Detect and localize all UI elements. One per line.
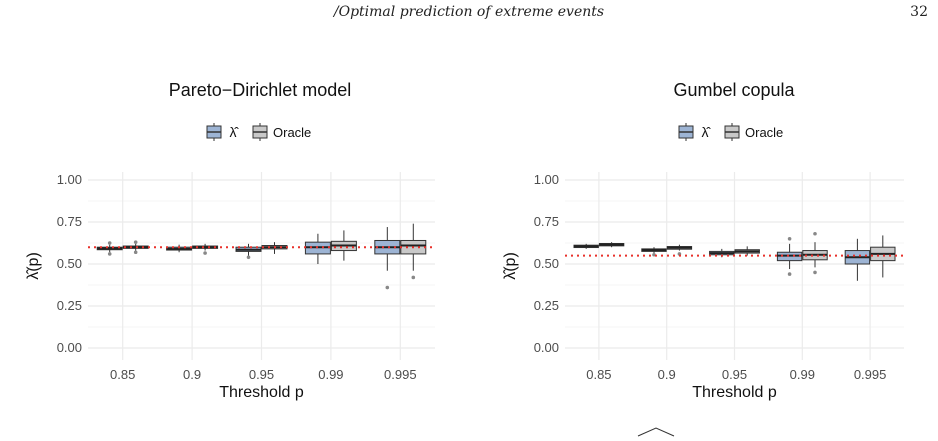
y-axis-title: λ̂(p) [25, 252, 42, 280]
y-axis-title: λ̂(p) [502, 252, 519, 280]
box-oracle [598, 242, 625, 248]
running-header: /Optimal prediction of extreme events 32 [0, 4, 938, 26]
box-lambda-hat [235, 243, 262, 260]
y-tick-label: 0.25 [534, 298, 559, 313]
outlier-point [787, 237, 792, 241]
x-tick-label: 0.995 [384, 367, 417, 382]
outlier-point [652, 252, 656, 257]
box-oracle [870, 235, 896, 278]
legend-label-lambda-hat: λ̂ [230, 124, 240, 140]
y-tick-label: 0.00 [534, 340, 559, 355]
legend-label-oracle: Oracle [273, 125, 311, 140]
outlier-point [787, 272, 792, 276]
box-lambda-hat [709, 248, 735, 258]
x-tick-label: 0.95 [249, 367, 274, 382]
box-lambda-hat [304, 233, 331, 264]
outlier-point [246, 255, 251, 260]
outlier-point [813, 231, 817, 236]
grid [88, 172, 435, 360]
box-oracle [192, 243, 219, 255]
box-oracle [802, 231, 828, 275]
outlier-point [107, 252, 112, 256]
x-axis-title: Threshold p [219, 384, 304, 401]
boxplot-chart-pareto-dirichlet: Pareto−Dirichlet model λ̂ Oracle 0.00 0.25 0.… [25, 80, 435, 401]
y-tick-label: 0.50 [534, 256, 559, 271]
chart-title: Gumbel copula [673, 80, 795, 100]
box-lambda-hat [776, 237, 803, 276]
box-oracle [666, 244, 693, 256]
y-tick-label: 0.00 [57, 340, 82, 355]
box-lambda-hat [166, 244, 193, 253]
boxplot-chart-gumbel-copula: Gumbel copula λ̂ Oracle 0.00 0.25 0.50 0.75 1.0… [502, 80, 904, 401]
box-oracle [400, 223, 427, 280]
box-oracle [734, 246, 760, 256]
y-tick-label: 0.75 [57, 214, 82, 229]
y-tick-label: 1.00 [57, 172, 82, 187]
y-tick-label: 0.50 [57, 256, 82, 271]
x-tick-label: 0.9 [183, 367, 201, 382]
outlier-point [385, 285, 390, 290]
x-tick-label: 0.99 [790, 367, 815, 382]
outlier-point [203, 251, 207, 255]
x-tick-label: 0.95 [722, 367, 747, 382]
y-tick-label: 0.25 [57, 298, 82, 313]
chart-title: Pareto−Dirichlet model [169, 80, 352, 100]
y-tick-label: 1.00 [534, 172, 559, 187]
box-lambda-hat [641, 247, 667, 257]
box-oracle [122, 240, 149, 255]
legend-label-lambda-hat: λ̂ [702, 124, 712, 140]
outlier-point [133, 250, 138, 255]
page-number: 32 [910, 4, 928, 20]
outlier-point [411, 275, 416, 280]
box-lambda-hat [96, 241, 123, 256]
box-lambda-hat [573, 243, 599, 249]
legend: λ̂ Oracle [206, 123, 311, 141]
outlier-point [813, 270, 817, 275]
legend: λ̂ Oracle [678, 123, 783, 141]
x-tick-label: 0.85 [586, 367, 611, 382]
cut-off-caption-fragment [637, 427, 675, 437]
x-axis-title: Threshold p [692, 384, 777, 401]
running-title: /Optimal prediction of extreme events [333, 4, 605, 20]
outlier-point [107, 241, 112, 245]
y-tick-label: 0.75 [534, 214, 559, 229]
box-lambda-hat [844, 238, 871, 281]
box-lambda-hat [374, 227, 401, 290]
x-tick-label: 0.9 [658, 367, 676, 382]
box-oracle [330, 230, 357, 261]
legend-label-oracle: Oracle [745, 125, 783, 140]
x-tick-label: 0.85 [110, 367, 135, 382]
outlier-point [133, 240, 138, 244]
grid [565, 172, 904, 360]
x-tick-label: 0.995 [854, 367, 887, 382]
x-tick-label: 0.99 [318, 367, 343, 382]
